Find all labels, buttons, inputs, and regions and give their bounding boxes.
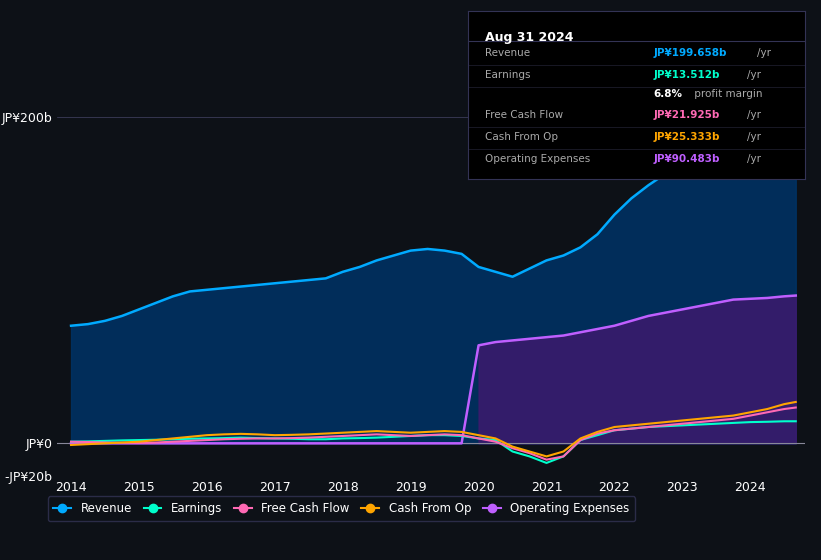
Text: /yr: /yr [747,154,761,164]
Text: Earnings: Earnings [484,70,530,80]
Text: Free Cash Flow: Free Cash Flow [484,110,563,120]
Text: /yr: /yr [747,70,761,80]
Text: /yr: /yr [747,110,761,120]
Text: JP¥21.925b: JP¥21.925b [654,110,719,120]
Text: Cash From Op: Cash From Op [484,132,557,142]
Text: JP¥13.512b: JP¥13.512b [654,70,719,80]
Text: Revenue: Revenue [484,48,530,58]
Text: JP¥25.333b: JP¥25.333b [654,132,719,142]
Text: profit margin: profit margin [690,88,763,99]
Text: JP¥199.658b: JP¥199.658b [654,48,727,58]
Text: Operating Expenses: Operating Expenses [484,154,590,164]
Text: /yr: /yr [757,48,771,58]
Text: /yr: /yr [747,132,761,142]
Legend: Revenue, Earnings, Free Cash Flow, Cash From Op, Operating Expenses: Revenue, Earnings, Free Cash Flow, Cash … [48,496,635,521]
Text: JP¥90.483b: JP¥90.483b [654,154,719,164]
Text: Aug 31 2024: Aug 31 2024 [484,31,573,44]
Text: 6.8%: 6.8% [654,88,682,99]
